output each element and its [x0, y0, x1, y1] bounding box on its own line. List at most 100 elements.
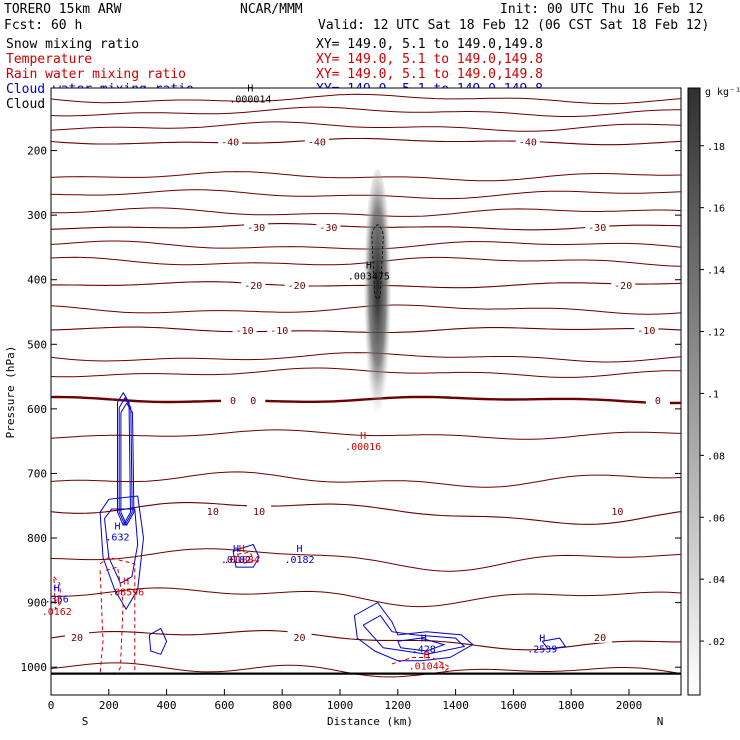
maximum-marker-h: H — [123, 576, 129, 587]
contour-label-mask — [634, 324, 659, 337]
snow-plume — [363, 169, 392, 430]
temperature-contour-label: 0 — [230, 396, 236, 407]
cloud-water-contour — [99, 495, 145, 611]
maximum-marker-h: H — [297, 544, 303, 555]
x-tick-label: 400 — [157, 699, 177, 712]
maximum-value: .2539 — [527, 644, 557, 655]
temperature-contour--40 — [50, 137, 682, 146]
contour-layer — [50, 93, 682, 678]
cloud-water-contour — [353, 601, 474, 662]
temperature-contour — [50, 93, 682, 105]
x-tick-label: 1600 — [500, 699, 527, 712]
maximum-value: .632 — [105, 533, 129, 544]
temperature-contour-10 — [50, 502, 682, 525]
maximum-marker-h: H — [424, 651, 430, 662]
temperature-contour — [50, 106, 681, 117]
contour-label-mask — [316, 220, 341, 233]
temperature-contour-label: 10 — [253, 507, 265, 518]
org-name: NCAR/MMM — [240, 2, 303, 17]
contour-label-mask — [247, 504, 272, 517]
x-tick-label: 600 — [214, 699, 234, 712]
temperature-contour-label: -20 — [288, 281, 306, 292]
contour-label-mask — [267, 324, 292, 337]
maximum-marker-h: H — [239, 544, 245, 555]
y-tick-label: 600 — [27, 403, 47, 416]
x-tick-label: 200 — [99, 699, 119, 712]
y-tick-label: 400 — [27, 274, 47, 287]
north-endpoint: N — [657, 715, 664, 728]
maximum-marker-h: H — [366, 261, 372, 272]
init-time: Init: 00 UTC Thu 16 Feb 12 — [500, 2, 704, 17]
model-name: TORERO 15km ARW — [4, 2, 122, 17]
temperature-contour — [50, 121, 682, 132]
maximum-value: .01884 — [224, 555, 260, 566]
snow-contour — [371, 224, 384, 300]
temperature-contour — [51, 587, 682, 608]
temperature-contour-20 — [50, 630, 681, 651]
contour-label-mask — [200, 504, 225, 517]
temperature-contour-label: 0 — [655, 396, 661, 407]
y-axis-title: Pressure (hPa) — [4, 346, 17, 439]
cloud-rain-contours — [53, 391, 567, 675]
contour-label-mask — [588, 630, 613, 643]
south-endpoint: S — [82, 715, 89, 728]
contour-label-mask — [241, 393, 266, 406]
contour-label-mask — [232, 324, 257, 337]
field-legend-name: Rain water mixing ratio — [6, 67, 186, 82]
x-tick-label: 1000 — [327, 699, 354, 712]
colorbar-gradient — [687, 87, 701, 696]
x-tick-label: 800 — [272, 699, 292, 712]
temperature-contour-label: -30 — [247, 223, 265, 234]
contour-label-mask — [515, 135, 540, 148]
maximum-value: .00016 — [345, 442, 381, 453]
temperature-contour-label: -40 — [519, 138, 537, 149]
colorbar-tick-label: .16 — [707, 204, 725, 215]
contour-label-mask — [304, 135, 329, 148]
x-tick-label: 1400 — [442, 699, 469, 712]
contour-label-mask — [221, 393, 246, 406]
field-legend-xy: XY= 149.0, 5.1 to 149.0,149.8 — [316, 52, 543, 67]
axes: 0 200 400 600 800 1000 1200 1400 1600 1800 2000200… — [21, 145, 681, 712]
x-tick-label: 2000 — [616, 699, 643, 712]
cloud-water-contour — [541, 637, 567, 650]
contour-label-mask — [585, 220, 610, 233]
maximum-value: .428 — [412, 644, 436, 655]
contour-labels: -40 -40 -40 -30 -30 -30 -20 -20 -20 -10 -10 -10 0 0 0 1… — [65, 135, 670, 644]
maximum-marker-h: H — [114, 522, 120, 533]
colorbar-tick-label: .06 — [707, 513, 725, 524]
temperature-contour-label: -10 — [270, 326, 288, 337]
colorbar-tick-label: .1 — [707, 389, 719, 400]
maximum-marker-h: H — [360, 431, 366, 442]
contour-label-mask — [611, 278, 636, 291]
colorbar-tick-label: .12 — [707, 328, 725, 339]
maximum-value: .000014 — [229, 95, 271, 106]
contour-label-mask — [284, 278, 309, 291]
x-tick-label: 1200 — [385, 699, 412, 712]
header-block: TORERO 15km ARW NCAR/MMM Init: 00 UTC Th… — [4, 2, 709, 33]
temperature-contour-label: 10 — [207, 507, 219, 518]
valid-time: Valid: 12 UTC Sat 18 Feb 12 (06 CST Sat … — [318, 18, 709, 33]
maximum-value: .0182 — [284, 555, 314, 566]
maximum-value: .0162 — [42, 607, 72, 618]
colorbar-unit: g kg⁻¹ — [705, 87, 740, 98]
temperature-contour-label: -40 — [221, 138, 239, 149]
y-tick-label: 500 — [27, 338, 47, 351]
maximum-value: .01044 — [409, 662, 445, 673]
temperature-contour — [50, 471, 682, 488]
temperature-contour — [50, 662, 682, 678]
maximum-marker-h: H — [233, 544, 239, 555]
colorbar-ticks: .02 .04 .06 .08 .1 .12 .14 .16 .18 — [700, 142, 725, 648]
field-legend-name: Temperature — [6, 52, 92, 67]
maximum-marker-h: H — [421, 633, 427, 644]
temperature-contour-label: -40 — [308, 138, 326, 149]
snow-shading — [363, 169, 392, 430]
contour-label-mask — [241, 278, 266, 291]
maxima-markers: H.003475H.000014H.00016H.632H.08596H.018… — [42, 84, 558, 673]
x-tick-label: 1800 — [558, 699, 585, 712]
cloud-water-contour — [362, 614, 466, 655]
rain-contour — [105, 566, 124, 674]
temperature-contour-label: -30 — [588, 223, 606, 234]
y-tick-label: 200 — [27, 145, 47, 158]
contour-label-mask — [605, 504, 630, 517]
